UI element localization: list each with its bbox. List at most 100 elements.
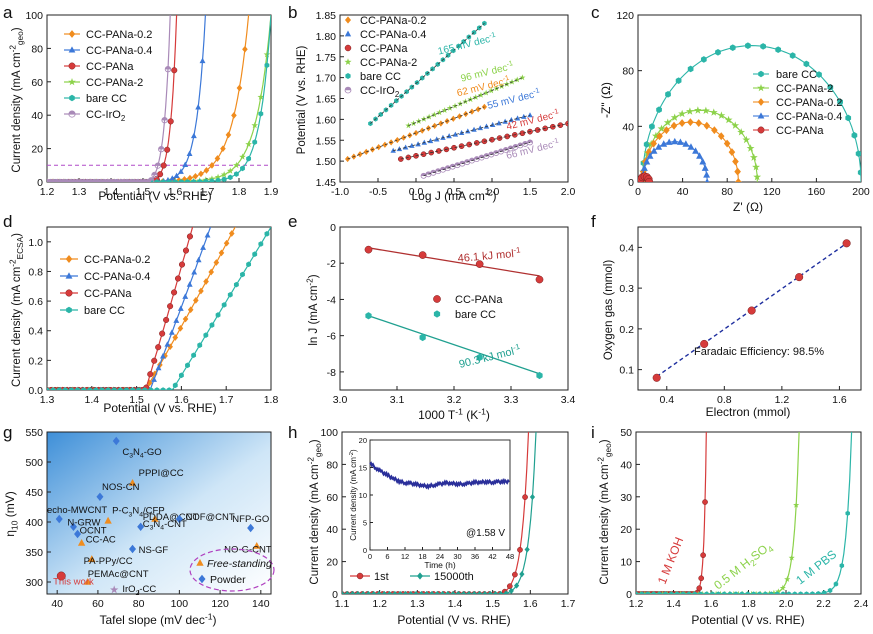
y-tick-label: 80 [326,459,338,471]
data-point [527,142,533,146]
data-point [717,132,725,141]
data-point [699,158,707,165]
point-label: C3N4-GO [122,447,161,460]
data-point [209,322,215,328]
y-axis-label: Current density (mA cm-2ECSA) [9,233,26,387]
data-point [663,118,672,126]
data-point [435,148,442,154]
data-point [775,588,782,594]
legend-entry: CC-PANa-0.4 [360,29,426,41]
data-point [698,575,705,582]
data-point [732,157,739,166]
data-point [342,590,345,594]
data-point [705,178,710,182]
data-point [155,364,162,371]
legend-entry: CC-PANa-2 [776,83,833,95]
data-point [56,571,66,581]
series-line [47,227,212,390]
data-point [413,590,419,594]
data-point [55,514,63,524]
data-point [827,587,833,594]
data-point [191,179,197,182]
y-tick-label: 0.4 [619,242,634,254]
data-point [816,590,821,594]
data-point [425,174,432,178]
data-point [161,120,168,124]
x-tick-label: 42 [488,552,496,561]
x-tick-label: 3.0 [333,394,348,406]
data-point [497,151,504,155]
data-point [657,124,666,133]
data-point [513,582,520,589]
fit-line [400,123,568,160]
data-point [56,387,62,390]
y-tick-label: 0.8 [28,266,43,278]
x-tick-label: 1.7 [219,394,234,406]
panel-label: h [288,423,297,442]
data-point [857,169,861,176]
point-label: PDDA@CNT [143,512,199,523]
data-point [803,60,810,68]
data-point [482,590,488,594]
fit-line [408,77,523,127]
legend-entry: bare CC [776,69,817,81]
data-point [670,121,678,130]
label-part: CC-PANa-0.4 [86,45,152,57]
data-point [173,317,180,323]
data-point [409,142,415,148]
x-tick-label: 3.4 [561,394,576,406]
data-point [735,178,742,182]
data-point [685,107,694,115]
data-point [752,162,760,171]
y-tick-label: 30 [620,492,632,504]
data-point [344,58,352,66]
data-point [177,324,184,332]
data-point [137,522,145,531]
data-point [344,89,352,94]
label-part: P-C [112,506,129,517]
data-point [657,591,662,594]
y-tick-label: 500 [25,457,43,469]
ea-annotation: 46.1 kJ mol-1 [457,245,522,265]
data-point [810,591,815,594]
data-point [670,113,679,121]
data-point [154,387,160,390]
data-point [355,590,361,594]
data-point [245,140,252,148]
y-tick-label: 1.50 [316,156,337,168]
x-tick-label: 30 [453,552,461,561]
label-part: N [132,506,139,517]
data-point [733,591,739,594]
x-tick-label: 24 [436,552,444,561]
label-part: 3 [129,452,133,459]
data-point [842,239,851,248]
label-part: -1 [455,406,463,416]
x-tick-label: 1.6 [523,598,538,610]
data-point [710,591,715,594]
data-point [159,330,166,337]
data-point [696,152,704,159]
ea-annotation: 90.3 kJ mol-1 [457,342,522,371]
data-point [455,590,461,594]
data-point [182,247,190,254]
data-point [162,352,168,360]
point-label: PPPI@CC [139,468,184,479]
data-point [240,165,245,172]
data-point [438,120,444,127]
label-part: PPPI@CC [139,468,184,479]
data-point [208,268,215,276]
data-point [483,123,490,129]
x-tick-label: 120 [763,186,781,198]
x-tick-label: 1.2 [40,186,55,198]
data-point [221,302,227,308]
data-point [492,590,499,594]
y-axis-label: -Z" (Ω) [599,82,613,118]
data-point [775,46,782,53]
data-point [154,165,162,169]
data-point [769,591,774,594]
data-point [155,344,162,351]
x-tick-label: 1.5 [523,186,538,198]
data-point [160,162,167,169]
panel-d: 1.3 1.4 1.5 1.6 1.7 1.8 0.0 0.2 0.4 0.6 0.8 1.0 d Pot… [3,212,278,415]
data-point [692,591,698,594]
